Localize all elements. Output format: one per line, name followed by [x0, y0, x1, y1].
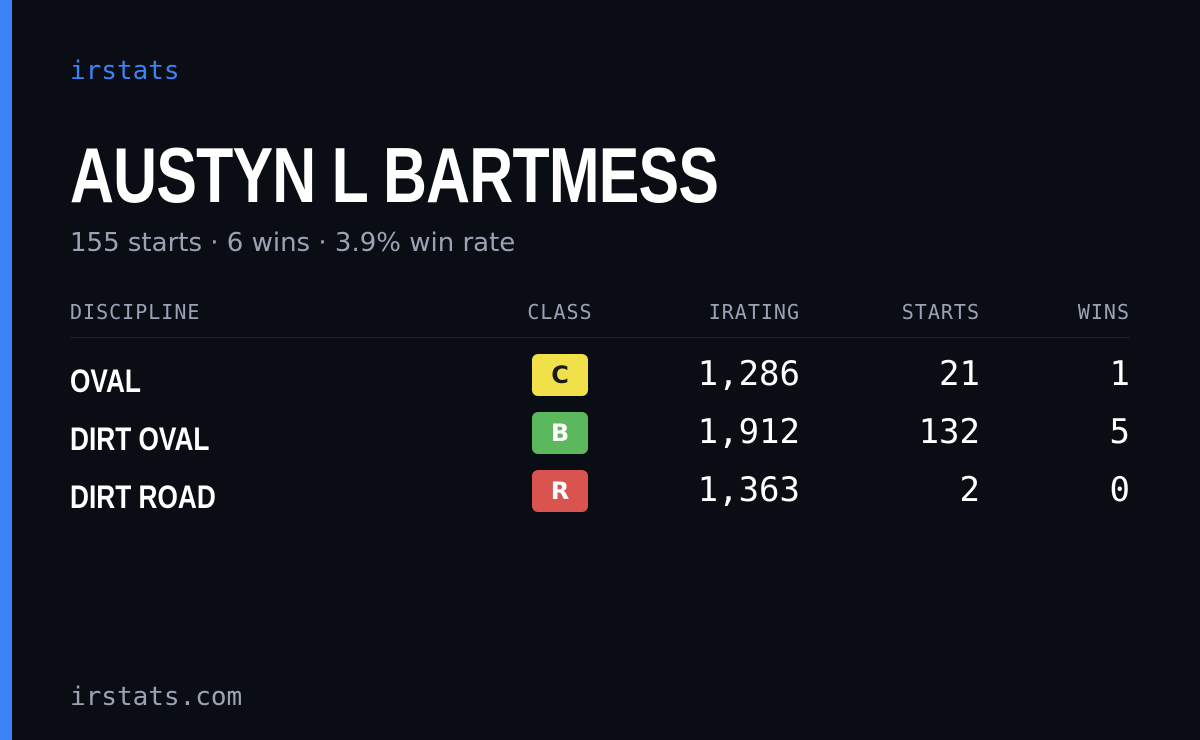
column-header: STARTS: [901, 300, 980, 324]
starts: 132: [918, 412, 980, 452]
discipline: OVAL: [70, 363, 141, 399]
discipline: DIRT OVAL: [70, 421, 210, 457]
wins: 5: [1109, 412, 1130, 452]
irating: 1,363: [697, 470, 800, 510]
driver-name: AUSTYN L BARTMESS: [70, 131, 719, 219]
header-rule: [70, 337, 1130, 338]
irating: 1,912: [697, 412, 800, 452]
discipline: DIRT ROAD: [70, 479, 216, 515]
class-badge: R: [532, 470, 588, 512]
irating: 1,286: [697, 354, 800, 394]
column-header: IRATING: [708, 300, 800, 324]
accent-bar: [0, 0, 12, 740]
wins: 1: [1109, 354, 1130, 394]
brand: irstats: [70, 56, 180, 86]
starts: 2: [959, 470, 980, 510]
wins: 0: [1109, 470, 1130, 510]
column-header: WINS: [1077, 300, 1130, 324]
footer: irstats.com: [70, 682, 243, 712]
starts: 21: [939, 354, 980, 394]
column-header: DISCIPLINE: [70, 300, 201, 324]
class-badge: B: [532, 412, 588, 454]
class-badge: C: [532, 354, 588, 396]
column-header: CLASS: [527, 300, 593, 324]
driver-summary: 155 starts · 6 wins · 3.9% win rate: [70, 228, 516, 258]
